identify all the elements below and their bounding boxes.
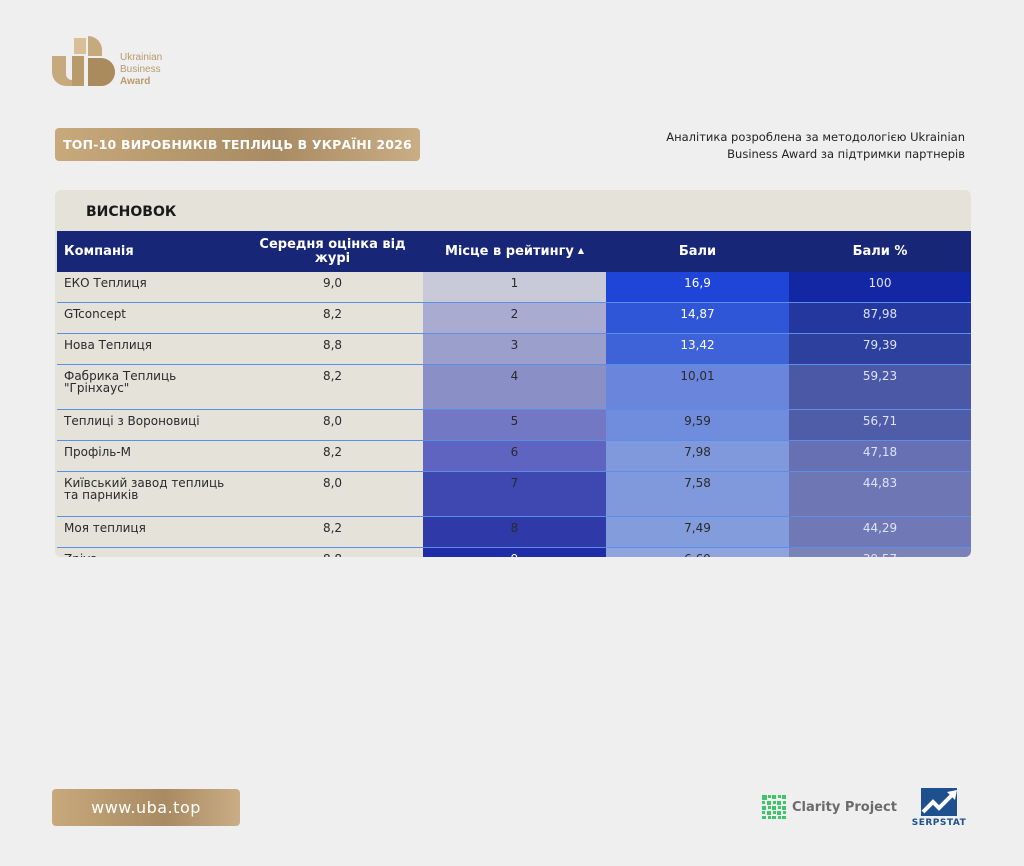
- logo-line-1: Ukrainian: [120, 52, 163, 63]
- column-header-jury-score[interactable]: Середня оцінка від журі: [242, 231, 423, 272]
- serpstat-label: SERPSTAT: [911, 818, 967, 828]
- cell-jury-score: 8,2: [242, 440, 423, 472]
- table-row[interactable]: GTconcept 8,2 2 14,87 87,98: [57, 302, 971, 334]
- cell-points: 7,49: [606, 516, 789, 548]
- website-link[interactable]: www.uba.top: [52, 789, 240, 826]
- uba-logo-icon: [52, 36, 116, 87]
- cell-jury-score: 8,2: [242, 364, 423, 410]
- cell-company: Київський завод теплиць та парників: [57, 471, 242, 517]
- cell-company: GTconcept: [57, 302, 242, 334]
- table-row[interactable]: Нова Теплиця 8,8 3 13,42 79,39: [57, 333, 971, 365]
- cell-points-percent: 44,29: [789, 516, 971, 548]
- cell-company: Фабрика Теплиць "Грінхаус": [57, 364, 242, 410]
- column-header-rank-label: Місце в рейтингу: [444, 244, 574, 259]
- table-row[interactable]: Теплиці з Вороновиці 8,0 5 9,59 56,71: [57, 409, 971, 441]
- cell-company: Теплиці з Вороновиці: [57, 409, 242, 441]
- cell-points-percent: 44,83: [789, 471, 971, 517]
- cell-rank: 8: [423, 516, 606, 548]
- cell-points-percent: 56,71: [789, 409, 971, 441]
- cell-rank: 3: [423, 333, 606, 365]
- table-body: ЕКО Теплиця 9,0 1 16,9 100 GTconcept 8,2 2 14,87…: [57, 272, 971, 557]
- cell-points: 10,01: [606, 364, 789, 410]
- cell-rank: 6: [423, 440, 606, 472]
- cell-points: 9,59: [606, 409, 789, 441]
- cell-rank: 4: [423, 364, 606, 410]
- cell-rank: 7: [423, 471, 606, 517]
- table-row[interactable]: ЕКО Теплиця 9,0 1 16,9 100: [57, 272, 971, 303]
- cell-points-percent: 87,98: [789, 302, 971, 334]
- ukrainian-business-award-logo: Ukrainian Business Award: [52, 34, 192, 90]
- logo-text: Ukrainian Business Award: [120, 52, 162, 88]
- sort-ascending-icon[interactable]: ▲: [577, 246, 585, 255]
- note-line-1: Аналітика розроблена за методологією Ukr…: [666, 130, 965, 144]
- clarity-project-label: Clarity Project: [792, 799, 897, 815]
- cell-company: Моя теплиця: [57, 516, 242, 548]
- page-title: ТОП-10 ВИРОБНИКІВ ТЕПЛИЦЬ В УКРАЇНІ 2026: [55, 128, 420, 161]
- cell-company: Нова Теплиця: [57, 333, 242, 365]
- cell-points: 16,9: [606, 272, 789, 303]
- cell-rank: 5: [423, 409, 606, 441]
- cell-jury-score: 8,8: [242, 547, 423, 557]
- column-header-rank[interactable]: Місце в рейтингу ▲: [423, 231, 606, 272]
- table-row[interactable]: Zniva8,896,6939,57: [57, 547, 971, 557]
- logo-line-3: Award: [120, 76, 151, 87]
- cell-jury-score: 8,2: [242, 302, 423, 334]
- table-row[interactable]: Київський завод теплиць та парників 8,0 7 7…: [57, 471, 971, 517]
- table-row[interactable]: Фабрика Теплиць "Грінхаус" 8,2 4 10,01 59,23: [57, 364, 971, 410]
- cell-jury-score: 8,0: [242, 471, 423, 517]
- cell-points-percent: 100: [789, 272, 971, 303]
- serpstat-logo: SERPSTAT: [909, 786, 969, 830]
- cell-points: 13,42: [606, 333, 789, 365]
- cell-rank: 1: [423, 272, 606, 303]
- table-row[interactable]: Моя теплиця 8,2 8 7,49 44,29: [57, 516, 971, 548]
- cell-company: Zniva: [57, 547, 242, 557]
- table-header-row: Компанія Середня оцінка від журі Місце в…: [57, 231, 971, 272]
- card-title: ВИСНОВОК: [86, 204, 177, 220]
- cell-jury-score: 9,0: [242, 272, 423, 303]
- cell-company: Профіль-М: [57, 440, 242, 472]
- clarity-project-logo: Clarity Project: [762, 795, 897, 819]
- cell-points-percent: 79,39: [789, 333, 971, 365]
- column-header-points-percent[interactable]: Бали %: [789, 231, 971, 272]
- cell-points: 7,58: [606, 471, 789, 517]
- cell-jury-score: 8,2: [242, 516, 423, 548]
- cell-jury-score: 8,8: [242, 333, 423, 365]
- cell-company: ЕКО Теплиця: [57, 272, 242, 303]
- cell-points: 6,69: [606, 547, 789, 557]
- column-header-points[interactable]: Бали: [606, 231, 789, 272]
- cell-points: 14,87: [606, 302, 789, 334]
- column-header-company[interactable]: Компанія: [57, 231, 242, 272]
- cell-points-percent: 47,18: [789, 440, 971, 472]
- conclusion-card: ВИСНОВОК Компанія Середня оцінка від жур…: [55, 190, 971, 557]
- cell-points-percent: 59,23: [789, 364, 971, 410]
- cell-jury-score: 8,0: [242, 409, 423, 441]
- cell-rank: 9: [423, 547, 606, 557]
- cell-points: 7,98: [606, 440, 789, 472]
- cell-rank: 2: [423, 302, 606, 334]
- logo-line-2: Business: [120, 64, 161, 75]
- table-row[interactable]: Профіль-М 8,2 6 7,98 47,18: [57, 440, 971, 472]
- note-line-2: Business Award за підтримки партнерів: [727, 147, 965, 161]
- ranking-table: Компанія Середня оцінка від журі Місце в…: [57, 231, 971, 557]
- clarity-project-icon: [762, 795, 786, 819]
- methodology-note: Аналітика розроблена за методологією Ukr…: [645, 129, 965, 163]
- serpstat-icon: [921, 788, 957, 816]
- cell-points-percent: 39,57: [789, 547, 971, 557]
